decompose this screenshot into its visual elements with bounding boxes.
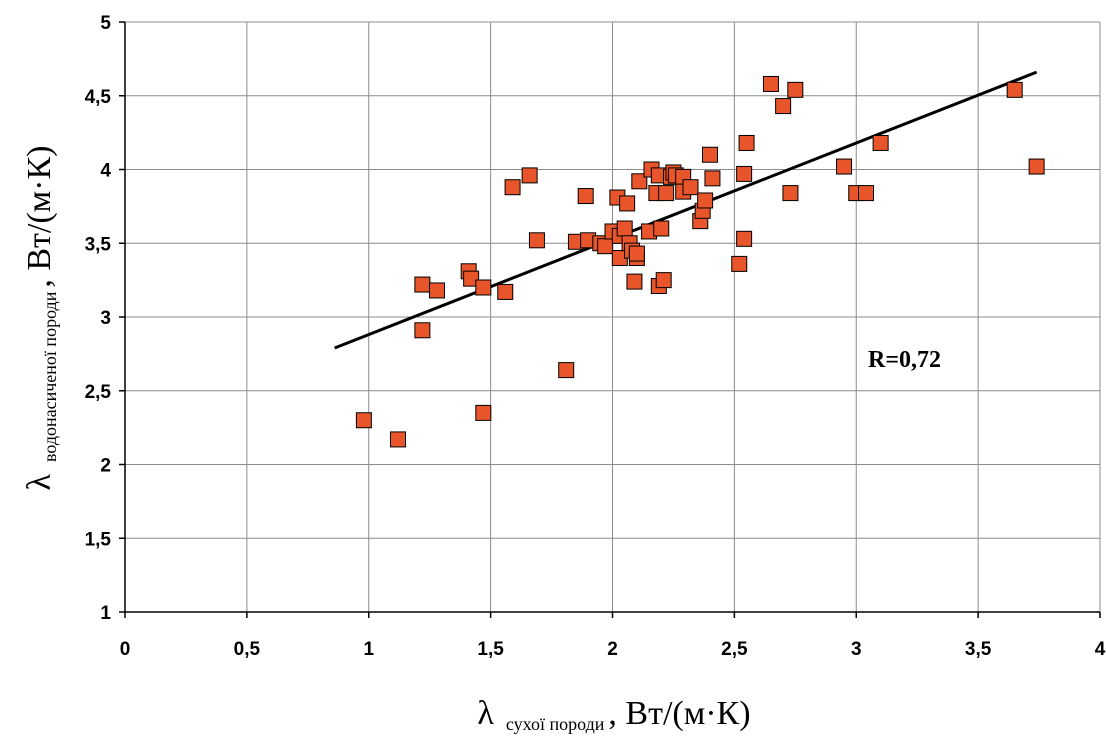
data-point — [558, 362, 575, 379]
data-point — [619, 195, 636, 212]
data-point — [704, 170, 721, 187]
data-point — [762, 75, 779, 92]
data-point — [628, 245, 645, 262]
x-tick-label: 4 — [1095, 639, 1106, 660]
data-point — [658, 185, 675, 202]
data-point — [521, 167, 538, 184]
data-point — [577, 188, 594, 205]
data-points — [355, 75, 1045, 448]
data-point — [731, 255, 748, 272]
data-point — [497, 283, 514, 300]
y-axis-unit: , Вт/(м·К) — [21, 146, 58, 288]
x-tick-label: 0 — [120, 639, 131, 660]
data-point — [626, 273, 643, 290]
data-point — [872, 134, 889, 151]
x-tick-label: 3,5 — [965, 639, 992, 660]
data-point — [1028, 158, 1045, 175]
data-point — [697, 192, 714, 209]
data-point — [736, 230, 753, 247]
x-tick-label: 2 — [607, 639, 618, 660]
x-axis-label: λ сухої породи , Вт/(м·К) — [477, 695, 750, 734]
trendline — [334, 70, 1038, 350]
y-tick-labels: 1 1,5 2 2,5 3 3,5 4 4,5 5 — [85, 13, 112, 624]
y-tick-label: 2,5 — [85, 382, 112, 403]
y-tick-label: 1 — [100, 603, 111, 624]
data-point — [653, 220, 670, 237]
y-axis-symbol: λ — [21, 474, 58, 491]
y-tick-label: 4,5 — [85, 87, 112, 108]
x-axis-unit: , Вт/(м·К) — [608, 695, 750, 732]
data-point — [782, 185, 799, 202]
y-tick-label: 1,5 — [85, 529, 112, 550]
data-point — [414, 322, 431, 339]
data-point — [631, 173, 648, 190]
data-point — [775, 98, 792, 115]
x-tick-label: 0,5 — [234, 639, 261, 660]
x-tick-labels: 0 0,5 1 1,5 2 2,5 3 3,5 4 — [120, 639, 1106, 660]
data-point — [475, 279, 492, 296]
y-axis-subscript: водонасиченої породи — [40, 291, 60, 462]
correlation-annotation: R=0,72 — [868, 347, 941, 373]
x-tick-label: 2,5 — [721, 639, 748, 660]
data-point — [738, 134, 755, 151]
y-tick-label: 2 — [100, 456, 111, 477]
data-point — [390, 431, 406, 448]
data-point — [858, 185, 874, 202]
x-tick-label: 1 — [363, 639, 374, 660]
data-point — [429, 282, 445, 299]
data-point — [355, 412, 372, 429]
data-point — [655, 272, 672, 289]
data-point — [736, 165, 753, 182]
y-tick-label: 3 — [100, 308, 111, 329]
data-point — [504, 179, 521, 196]
x-tick-label: 3 — [851, 639, 862, 660]
data-point — [528, 232, 545, 249]
data-point — [682, 179, 699, 196]
data-point — [787, 81, 804, 98]
data-point — [616, 220, 633, 237]
x-axis-subscript: сухої породи — [506, 714, 605, 734]
y-tick-label: 3,5 — [85, 234, 112, 255]
data-point — [597, 238, 614, 255]
data-point — [836, 158, 853, 175]
grid — [119, 21, 1101, 618]
x-tick-label: 1,5 — [477, 639, 504, 660]
y-axis-label: λ водонасиченої породи , Вт/(м·К) — [21, 146, 60, 491]
data-point — [1006, 81, 1023, 98]
data-point — [414, 276, 431, 293]
data-point — [463, 270, 480, 287]
x-axis-symbol: λ — [477, 695, 494, 732]
y-tick-label: 5 — [100, 13, 111, 34]
y-tick-label: 4 — [100, 161, 111, 182]
data-point — [475, 404, 492, 421]
data-point — [702, 146, 718, 163]
